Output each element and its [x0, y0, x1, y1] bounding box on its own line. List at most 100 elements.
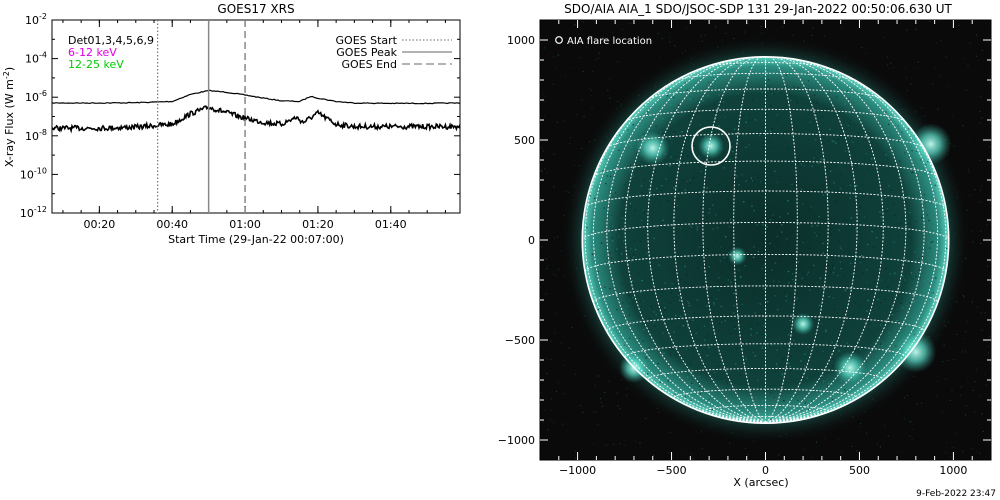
- disk-pixel: [660, 131, 662, 133]
- disk-pixel: [852, 141, 854, 143]
- disk-pixel: [771, 128, 773, 130]
- noise-pixel: [598, 52, 600, 54]
- disk-pixel: [668, 372, 670, 374]
- disk-pixel: [840, 268, 842, 270]
- disk-pixel: [693, 110, 696, 112]
- disk-pixel: [753, 210, 755, 212]
- disk-pixel: [736, 410, 738, 413]
- disk-pixel: [904, 152, 906, 154]
- disk-pixel: [627, 129, 629, 131]
- disk-pixel: [934, 184, 936, 186]
- disk-pixel: [816, 235, 818, 237]
- noise-pixel: [747, 453, 749, 455]
- disk-pixel: [628, 273, 630, 275]
- disk-pixel: [795, 386, 797, 388]
- noise-pixel: [542, 380, 544, 382]
- disk-pixel: [844, 289, 847, 291]
- disk-pixel: [756, 332, 758, 334]
- noise-pixel: [945, 452, 946, 453]
- disk-pixel: [745, 146, 747, 148]
- noise-pixel: [592, 411, 594, 413]
- disk-pixel: [743, 201, 745, 203]
- disk-pixel: [661, 118, 664, 120]
- disk-pixel: [832, 297, 834, 299]
- disk-pixel: [866, 310, 868, 312]
- noise-pixel: [969, 194, 971, 196]
- disk-pixel: [843, 389, 846, 391]
- noise-pixel: [684, 452, 686, 454]
- disk-pixel: [593, 197, 596, 200]
- disk-pixel: [736, 122, 738, 124]
- disk-pixel: [621, 217, 624, 219]
- noise-pixel: [600, 402, 602, 404]
- disk-pixel: [698, 314, 700, 316]
- disk-pixel: [640, 219, 643, 222]
- disk-pixel: [780, 260, 782, 263]
- noise-pixel: [959, 394, 961, 396]
- disk-pixel: [711, 297, 713, 300]
- noise-pixel: [980, 117, 981, 119]
- disk-pixel: [680, 227, 682, 229]
- disk-pixel: [651, 273, 653, 275]
- disk-pixel: [887, 134, 889, 137]
- disk-pixel: [885, 154, 887, 156]
- noise-pixel: [563, 120, 565, 122]
- disk-pixel: [766, 226, 768, 228]
- disk-pixel: [909, 236, 911, 238]
- noise-pixel: [593, 444, 595, 445]
- noise-pixel: [653, 454, 655, 456]
- disk-pixel: [731, 228, 733, 230]
- disk-pixel: [846, 128, 848, 130]
- longitude-line: [765, 57, 884, 423]
- noise-pixel: [684, 50, 686, 52]
- noise-pixel: [691, 458, 693, 460]
- disk-pixel: [736, 175, 738, 177]
- disk-pixel: [762, 319, 765, 321]
- noise-pixel: [888, 68, 890, 70]
- disk-pixel: [828, 140, 830, 142]
- noise-pixel: [921, 402, 923, 404]
- disk-pixel: [752, 256, 755, 258]
- disk-pixel: [719, 260, 721, 262]
- noise-pixel: [967, 65, 969, 67]
- disk-pixel: [604, 158, 606, 160]
- disk-pixel: [671, 112, 673, 115]
- disk-pixel: [744, 197, 746, 200]
- disk-pixel: [647, 103, 649, 105]
- disk-pixel: [815, 115, 817, 117]
- x-tick-label: −1000: [559, 464, 596, 477]
- disk-pixel: [814, 107, 816, 109]
- disk-pixel: [844, 103, 846, 105]
- noise-pixel: [760, 26, 762, 28]
- disk-pixel: [716, 388, 718, 390]
- disk-pixel: [710, 322, 712, 324]
- disk-pixel: [820, 242, 822, 244]
- noise-pixel: [911, 439, 913, 441]
- goes-y-label-close: ): [3, 67, 16, 71]
- disk-pixel: [797, 162, 799, 165]
- disk-pixel: [728, 226, 731, 228]
- disk-pixel: [909, 302, 911, 304]
- noise-pixel: [546, 372, 548, 374]
- disk-pixel: [893, 241, 895, 244]
- noise-pixel: [782, 26, 784, 28]
- noise-pixel: [866, 432, 867, 434]
- disk-pixel: [713, 302, 715, 304]
- disk-pixel: [756, 224, 758, 226]
- disk-pixel: [754, 119, 757, 121]
- disk-pixel: [905, 130, 907, 132]
- noise-pixel: [669, 41, 671, 43]
- x-tick-label: 00:40: [156, 218, 188, 231]
- disk-pixel: [859, 305, 861, 307]
- disk-pixel: [747, 389, 749, 391]
- noise-pixel: [555, 312, 557, 314]
- noise-pixel: [946, 441, 948, 443]
- active-region: [910, 123, 952, 165]
- noise-pixel: [550, 358, 552, 360]
- disk-pixel: [769, 219, 772, 221]
- noise-pixel: [592, 71, 593, 73]
- disk-pixel: [656, 194, 658, 196]
- disk-pixel: [671, 283, 673, 285]
- disk-pixel: [813, 189, 815, 191]
